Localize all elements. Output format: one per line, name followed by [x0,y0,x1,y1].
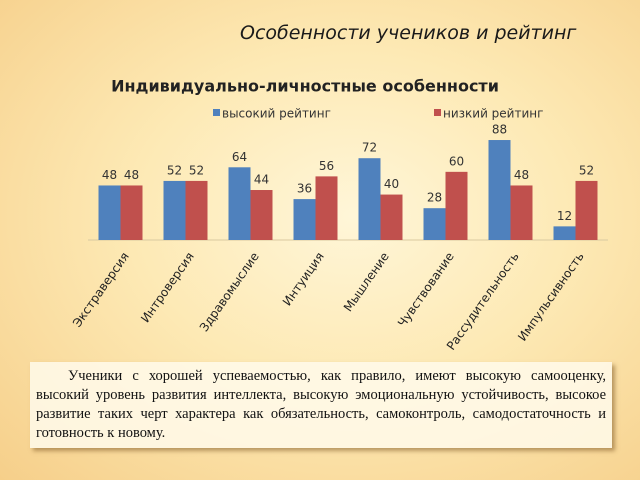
data-label: 12 [557,209,572,223]
data-label: 48 [514,168,529,182]
chart-title: Индивидуально-личностные особенности [111,77,499,96]
data-label: 52 [189,163,204,177]
data-label: 52 [167,163,182,177]
legend-label: высокий рейтинг [222,107,331,121]
data-label: 64 [232,150,247,164]
legend-swatch [213,109,220,116]
x-tick-label: Мышление [341,250,392,314]
x-tick-label: Интуиция [280,250,327,309]
bar [250,190,273,240]
bar [488,140,511,240]
x-tick-label: Интроверсия [138,250,197,326]
x-tick-label: Чувствование [395,250,457,330]
data-label: 36 [297,182,312,196]
legend-label: низкий рейтинг [443,107,543,121]
bar [380,194,403,240]
bar [293,199,316,240]
bar [510,185,533,240]
x-tick-label: Здравомыслие [197,250,262,335]
bar [163,180,186,240]
data-label: 40 [384,177,399,191]
data-label: 48 [102,168,117,182]
bar [575,180,598,240]
legend-swatch [434,109,441,116]
data-label: 28 [427,191,442,205]
x-tick-label: Рассудительность [444,250,522,350]
data-label: 88 [492,123,507,137]
chart: Индивидуально-личностные особенности выс… [70,77,608,350]
data-label: 56 [319,159,334,173]
x-tick-label: Импульсивность [515,250,587,344]
bar [553,226,576,240]
data-label: 72 [362,141,377,155]
data-label: 44 [254,173,269,187]
bar [120,185,143,240]
bar [98,185,121,240]
note-text: Ученики с хорошей успеваемостью, как пра… [30,362,612,448]
x-tick-label: Экстраверсия [70,250,132,330]
data-label: 52 [579,163,594,177]
bar [315,176,338,240]
bar [445,171,468,240]
data-label: 60 [449,154,464,168]
bar [228,167,251,240]
bar [358,158,381,240]
bar [423,208,446,240]
data-label: 48 [124,168,139,182]
slide-heading: Особенности учеников и рейтинг [240,22,577,44]
bar [185,180,208,240]
